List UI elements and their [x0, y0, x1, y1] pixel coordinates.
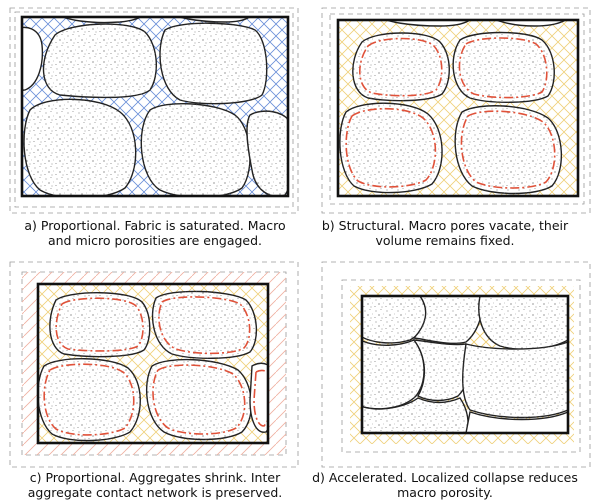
aggregate-texture — [49, 292, 150, 357]
panel-d — [321, 261, 591, 468]
aggregate-rim — [55, 297, 144, 352]
aggregate-texture — [38, 358, 141, 441]
panel-b-dashed-outer — [321, 7, 591, 214]
aggregate-texture — [352, 33, 450, 101]
aggregate-texture — [141, 103, 251, 196]
panel-d-caption-line-1: d) Accelerated. Localized collapse reduc… — [312, 470, 578, 485]
aggregate-texture — [462, 342, 568, 418]
panel-a-dashed-outer — [9, 7, 299, 214]
panel-d-dashed-inner — [341, 279, 581, 453]
panel-c-caption-line-2: aggregate contact network is preserved. — [27, 485, 283, 500]
panel-c — [9, 261, 299, 468]
aggregate-texture — [339, 103, 443, 193]
aggregate-texture — [478, 296, 568, 350]
aggregate — [465, 411, 568, 433]
panel-c-frame — [36, 282, 270, 445]
panel-c-caption-line-1: c) Proportional. Aggregates shrink. Inte… — [29, 470, 281, 485]
panel-a-frame — [20, 15, 290, 198]
panel-b-dashed-inner — [329, 13, 585, 205]
panel-a-caption: a) Proportional. Fabric is saturated. Ma… — [10, 218, 300, 248]
panel-d-dashed-outer — [321, 261, 591, 468]
aggregate-texture — [362, 340, 425, 409]
aggregate-rim — [460, 110, 556, 189]
aggregate-rim — [458, 37, 548, 99]
aggregate-texture — [43, 24, 157, 98]
aggregate-texture — [455, 105, 562, 194]
panel-b-caption-line-2: volume remains fixed. — [375, 233, 515, 248]
panel-a — [9, 7, 299, 214]
aggregate — [61, 17, 142, 24]
panel-a-caption-line-2: and micro porosities are engaged. — [47, 233, 263, 248]
panel-b-aggregates — [339, 20, 567, 195]
panel-d-frame — [360, 294, 570, 435]
panel-a-dashed-inner — [14, 11, 294, 208]
aggregate-texture — [246, 111, 288, 196]
aggregate-rim — [158, 296, 251, 355]
panel-b — [321, 7, 591, 214]
panel-c-aggregates — [38, 290, 268, 442]
aggregate-texture — [453, 32, 555, 103]
panel-a-caption-line-1: a) Proportional. Fabric is saturated. Ma… — [24, 218, 286, 233]
panel-d-caption-line-2: macro porosity. — [397, 485, 493, 500]
aggregate-texture — [362, 398, 468, 433]
panel-c-dashed-outer — [9, 261, 299, 468]
aggregate-texture — [146, 359, 252, 440]
panel-b-frame — [336, 18, 580, 198]
aggregate-rim — [152, 364, 246, 435]
aggregate-texture — [362, 296, 426, 343]
panel-a-aggregates — [22, 17, 288, 196]
panel-b-caption: b) Structural. Macro pores vacate, their… — [300, 218, 590, 248]
panel-d-aggregates — [362, 296, 568, 433]
panel-d-caption: d) Accelerated. Localized collapse reduc… — [300, 470, 590, 500]
aggregate — [249, 362, 268, 433]
panel-b-caption-line-1: b) Structural. Macro pores vacate, their — [321, 218, 569, 233]
aggregate-texture — [152, 291, 257, 359]
aggregate-rim — [359, 37, 443, 97]
aggregate-rim — [345, 107, 437, 188]
aggregate-texture — [414, 340, 471, 401]
aggregate-texture — [160, 23, 267, 104]
aggregate-texture — [24, 99, 136, 196]
panel-c-caption: c) Proportional. Aggregates shrink. Inte… — [10, 470, 300, 500]
aggregate-texture — [414, 296, 483, 344]
aggregate — [22, 26, 44, 91]
aggregate-rim — [43, 363, 135, 436]
